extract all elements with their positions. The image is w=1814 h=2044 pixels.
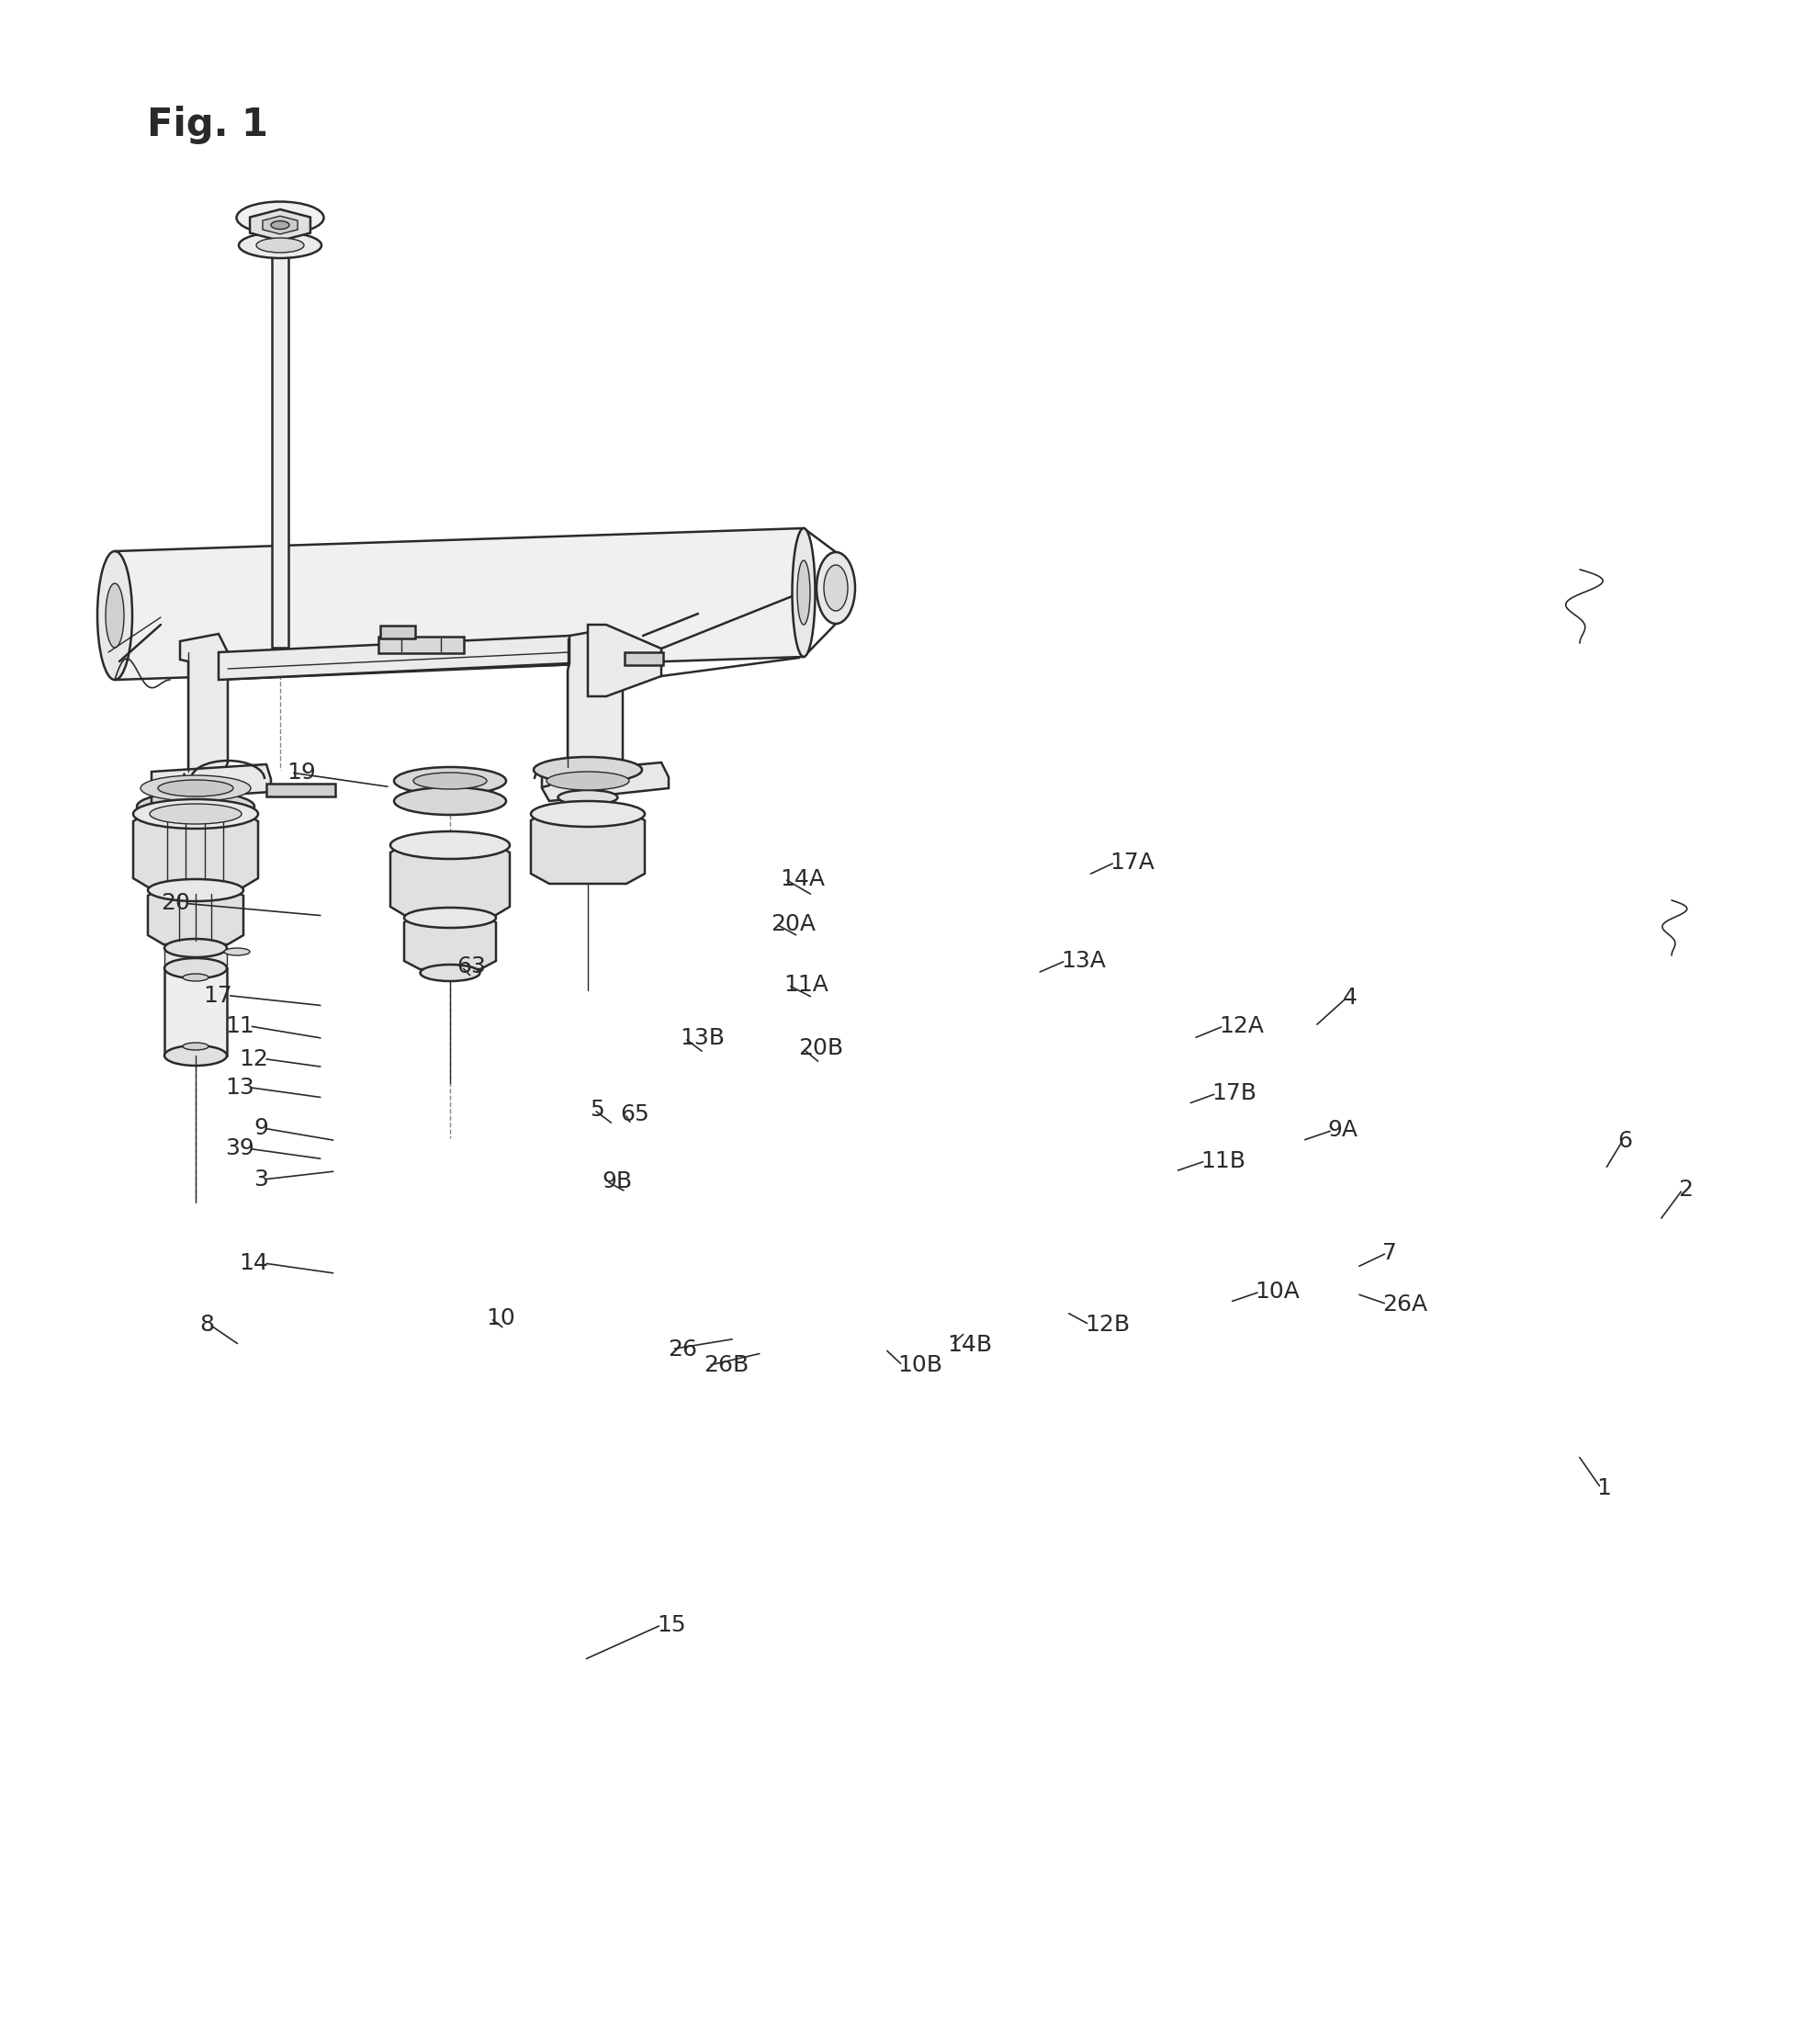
Text: 26A: 26A xyxy=(1382,1294,1428,1314)
Ellipse shape xyxy=(546,773,629,791)
Text: 63: 63 xyxy=(457,957,486,977)
Ellipse shape xyxy=(165,938,227,957)
Ellipse shape xyxy=(394,787,506,816)
Ellipse shape xyxy=(824,564,847,611)
Polygon shape xyxy=(132,809,258,889)
Bar xyxy=(624,652,664,664)
Text: 11A: 11A xyxy=(784,975,829,995)
Text: 14A: 14A xyxy=(780,869,825,889)
Polygon shape xyxy=(588,625,662,697)
Ellipse shape xyxy=(390,832,510,858)
Text: 14B: 14B xyxy=(947,1335,992,1355)
Text: 8: 8 xyxy=(200,1314,214,1335)
Ellipse shape xyxy=(559,791,619,805)
Bar xyxy=(381,625,415,638)
Ellipse shape xyxy=(533,756,642,783)
Text: 2: 2 xyxy=(1678,1179,1692,1200)
Text: 10B: 10B xyxy=(898,1355,943,1376)
Text: 20A: 20A xyxy=(771,914,816,934)
Text: 17B: 17B xyxy=(1212,1083,1257,1104)
Polygon shape xyxy=(219,636,586,681)
Text: 4: 4 xyxy=(1342,987,1357,1008)
Polygon shape xyxy=(263,217,297,235)
Text: 10: 10 xyxy=(486,1308,515,1329)
Ellipse shape xyxy=(793,527,814,656)
Text: 17: 17 xyxy=(203,985,232,1006)
Bar xyxy=(165,969,227,1055)
Ellipse shape xyxy=(236,202,323,233)
Text: 12B: 12B xyxy=(1085,1314,1130,1335)
Text: 19: 19 xyxy=(287,762,316,783)
Text: 65: 65 xyxy=(620,1104,649,1124)
Ellipse shape xyxy=(149,879,243,901)
Text: 9B: 9B xyxy=(602,1171,633,1192)
Text: 39: 39 xyxy=(225,1139,254,1159)
Ellipse shape xyxy=(421,965,481,981)
Text: 5: 5 xyxy=(590,1100,604,1120)
Text: 10A: 10A xyxy=(1255,1282,1301,1302)
Text: 26B: 26B xyxy=(704,1355,749,1376)
Polygon shape xyxy=(405,914,495,969)
Text: 6: 6 xyxy=(1618,1130,1633,1151)
Ellipse shape xyxy=(183,973,209,981)
Text: 12: 12 xyxy=(239,1049,268,1069)
Text: 11B: 11B xyxy=(1201,1151,1246,1171)
Polygon shape xyxy=(152,764,270,799)
Ellipse shape xyxy=(105,583,123,648)
Ellipse shape xyxy=(98,552,132,681)
Text: 15: 15 xyxy=(657,1615,686,1635)
Ellipse shape xyxy=(151,803,241,824)
Text: 12A: 12A xyxy=(1219,1016,1264,1036)
Text: 20B: 20B xyxy=(798,1038,844,1059)
Polygon shape xyxy=(542,762,669,801)
Text: 1: 1 xyxy=(1596,1478,1611,1498)
Polygon shape xyxy=(390,842,510,918)
Text: 13A: 13A xyxy=(1061,950,1107,971)
Ellipse shape xyxy=(239,233,321,258)
Text: 26: 26 xyxy=(668,1339,697,1359)
Ellipse shape xyxy=(225,948,250,955)
Bar xyxy=(379,636,464,654)
Text: 13: 13 xyxy=(225,1077,254,1098)
Bar xyxy=(165,948,227,969)
Polygon shape xyxy=(250,208,310,241)
Polygon shape xyxy=(180,634,229,789)
Text: 9: 9 xyxy=(254,1118,268,1139)
Text: 11: 11 xyxy=(225,1016,254,1036)
Text: Fig. 1: Fig. 1 xyxy=(147,106,268,145)
Ellipse shape xyxy=(796,560,811,625)
Ellipse shape xyxy=(165,1044,227,1065)
Ellipse shape xyxy=(183,1042,209,1051)
Polygon shape xyxy=(114,527,804,681)
Ellipse shape xyxy=(136,791,254,822)
Text: 13B: 13B xyxy=(680,1028,726,1049)
Text: 9A: 9A xyxy=(1328,1120,1359,1141)
Ellipse shape xyxy=(532,801,644,826)
Polygon shape xyxy=(149,887,243,944)
Bar xyxy=(267,783,336,797)
Ellipse shape xyxy=(270,221,288,229)
Ellipse shape xyxy=(405,908,495,928)
Ellipse shape xyxy=(394,766,506,795)
Polygon shape xyxy=(568,630,622,789)
Text: 3: 3 xyxy=(254,1169,268,1190)
Text: 7: 7 xyxy=(1382,1243,1397,1263)
Text: 17A: 17A xyxy=(1110,852,1156,873)
Ellipse shape xyxy=(256,237,305,253)
Text: 20: 20 xyxy=(161,893,190,914)
Ellipse shape xyxy=(165,959,227,979)
Ellipse shape xyxy=(414,773,486,789)
Bar xyxy=(272,258,288,648)
Polygon shape xyxy=(532,809,644,883)
Ellipse shape xyxy=(140,775,250,801)
Ellipse shape xyxy=(158,781,234,797)
Text: 14: 14 xyxy=(239,1253,268,1273)
Ellipse shape xyxy=(816,552,854,623)
Ellipse shape xyxy=(132,799,258,828)
